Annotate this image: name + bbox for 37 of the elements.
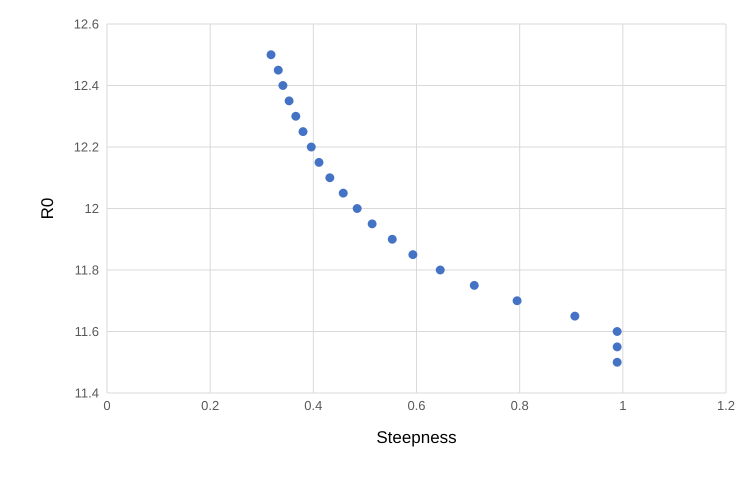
point — [266, 50, 276, 60]
y-tick-label: 11.8 — [74, 262, 99, 278]
x-tick-label: 0 — [103, 398, 111, 414]
point — [314, 158, 324, 167]
point — [352, 204, 362, 213]
y-tick-label: 11.6 — [74, 324, 99, 340]
y-axis-title: R0 — [38, 198, 58, 220]
y-tick-label: 12.6 — [74, 16, 99, 32]
point — [470, 280, 479, 290]
point — [388, 234, 397, 244]
point — [278, 81, 288, 90]
point — [368, 219, 377, 228]
y-tick-label: 12.4 — [74, 78, 99, 94]
y-tick-label: 11.4 — [74, 386, 99, 401]
point — [298, 127, 308, 136]
point — [338, 188, 348, 198]
x-tick-label: 0.4 — [304, 398, 322, 414]
x-tick-label: 0.8 — [510, 398, 529, 414]
point — [306, 142, 316, 152]
point — [325, 173, 334, 182]
x-tick-label: 0.6 — [407, 398, 426, 414]
point — [408, 250, 418, 260]
point — [291, 112, 300, 121]
x-tick-label: 0.2 — [201, 398, 220, 414]
x-tick-label: 1 — [619, 398, 626, 414]
point — [284, 96, 294, 106]
point — [512, 296, 522, 306]
point — [612, 358, 622, 367]
x-axis-title: Steepness — [376, 428, 457, 447]
point — [612, 342, 622, 352]
x-tick-label: 1.2 — [716, 398, 736, 414]
point — [436, 266, 445, 274]
y-tick-label: 12 — [84, 201, 99, 216]
y-tick-label: 12.2 — [74, 140, 99, 155]
point — [612, 327, 622, 336]
point — [274, 66, 283, 75]
point — [570, 312, 580, 321]
